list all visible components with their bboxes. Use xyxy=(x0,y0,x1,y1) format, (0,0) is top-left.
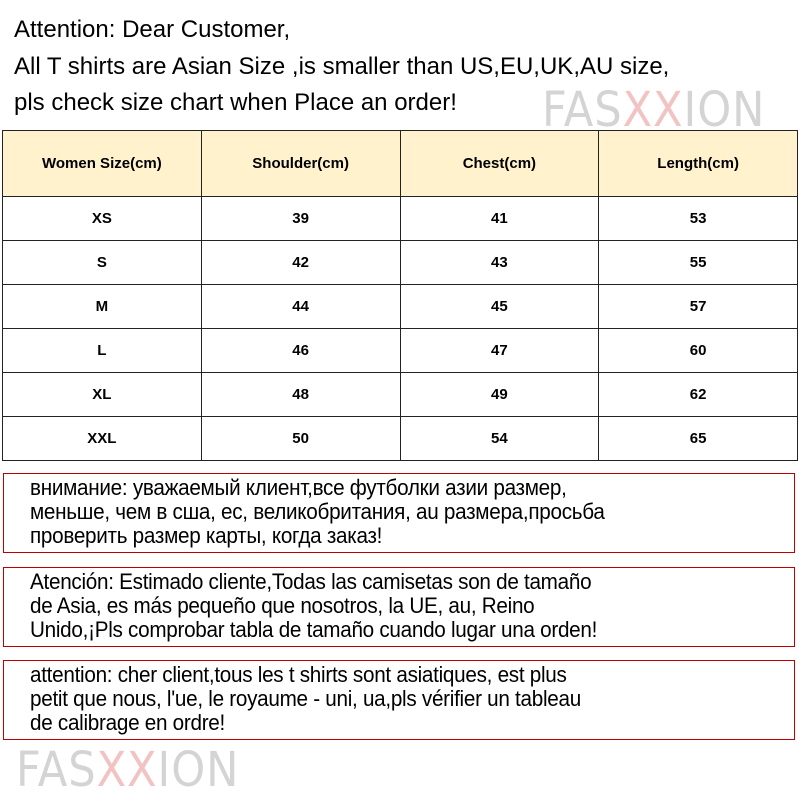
table-cell: 54 xyxy=(399,416,600,461)
table-cell: 48 xyxy=(200,372,401,417)
table-cell: M xyxy=(2,284,202,329)
intro-line: pls check size chart when Place an order… xyxy=(14,89,457,116)
table-cell: 53 xyxy=(598,196,798,241)
note-line: de calibrage en ordre! xyxy=(30,710,225,735)
column-header: Shoulder(cm) xyxy=(200,130,401,197)
note-line: de Asia, es más pequeño que nosotros, la… xyxy=(30,593,535,618)
note-line: проверить размер карты, когда заказ! xyxy=(30,523,383,548)
table-cell: 39 xyxy=(200,196,401,241)
size-chart-table: Women Size(cm) Shoulder(cm) Chest(cm) Lengt… xyxy=(2,130,798,461)
table-cell: 60 xyxy=(598,328,798,373)
table-cell: 42 xyxy=(200,240,401,285)
table-cell: 62 xyxy=(598,372,798,417)
table-cell: 55 xyxy=(598,240,798,285)
note-line: Atención: Estimado cliente,Todas las cam… xyxy=(30,569,592,594)
note-line: внимание: уважаемый клиент,все футболки … xyxy=(30,475,567,500)
table-cell: XS xyxy=(2,196,202,241)
note-russian: внимание: уважаемый клиент,все футболки … xyxy=(3,473,795,553)
table-cell: 47 xyxy=(399,328,600,373)
table-cell: L xyxy=(2,328,202,373)
note-line: petit que nous, l'ue, le royaume - uni, … xyxy=(30,686,581,711)
column-header: Chest(cm) xyxy=(399,130,600,197)
note-line: меньше, чем в сша, ес, великобритания, a… xyxy=(30,499,605,524)
table-row: XXL 50 54 65 xyxy=(2,416,798,461)
table-cell: 49 xyxy=(399,372,600,417)
note-spanish: Atención: Estimado cliente,Todas las cam… xyxy=(3,567,795,647)
note-line: Unido,¡Pls comprobar tabla de tamaño cua… xyxy=(30,617,598,642)
intro-line: All T shirts are Asian Size ,is smaller … xyxy=(14,53,670,80)
note-french: attention: cher client,tous les t shirts… xyxy=(3,660,795,740)
table-cell: 44 xyxy=(200,284,401,329)
table-row: L 46 47 60 xyxy=(2,328,798,373)
watermark-logo: FASXXION xyxy=(16,742,240,798)
table-cell: 46 xyxy=(200,328,401,373)
intro-line: Attention: Dear Customer, xyxy=(14,16,291,43)
note-line: attention: cher client,tous les t shirts… xyxy=(30,662,567,687)
table-cell: XXL xyxy=(2,416,202,461)
table-cell: 43 xyxy=(399,240,600,285)
table-row: XL 48 49 62 xyxy=(2,372,798,417)
table-row: XS 39 41 53 xyxy=(2,196,798,241)
table-row: M 44 45 57 xyxy=(2,284,798,329)
table-cell: 45 xyxy=(399,284,600,329)
table-cell: S xyxy=(2,240,202,285)
table-cell: XL xyxy=(2,372,202,417)
watermark-logo: FASXXION xyxy=(542,82,766,138)
column-header: Length(cm) xyxy=(598,130,798,197)
column-header: Women Size(cm) xyxy=(2,130,202,197)
table-cell: 41 xyxy=(399,196,600,241)
table-cell: 50 xyxy=(200,416,401,461)
table-cell: 57 xyxy=(598,284,798,329)
table-row: S 42 43 55 xyxy=(2,240,798,285)
table-cell: 65 xyxy=(598,416,798,461)
